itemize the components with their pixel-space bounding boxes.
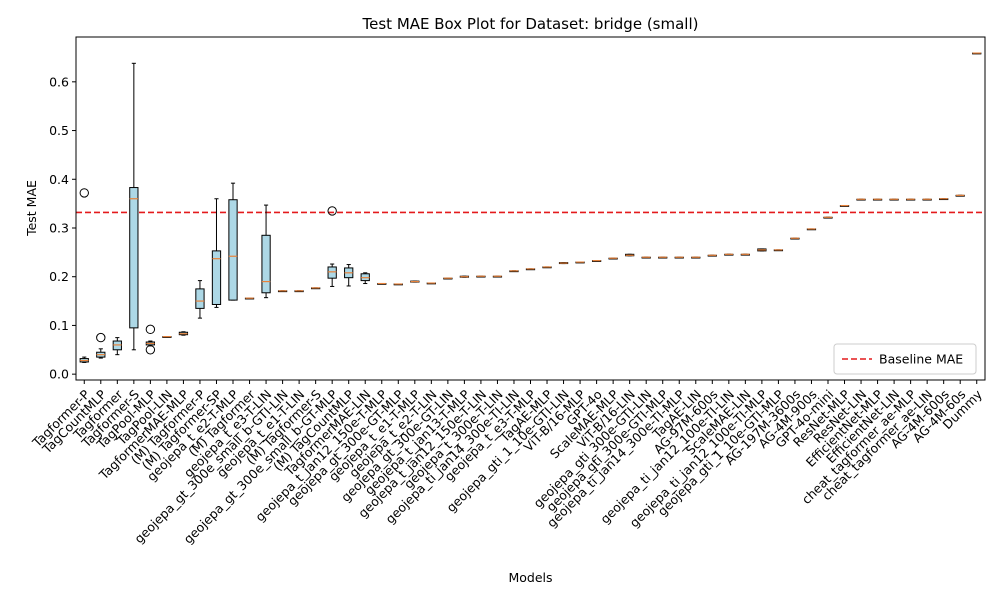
y-tick-label: 0.5 [49, 123, 69, 138]
box-31 [591, 260, 602, 262]
box-46 [839, 204, 850, 207]
box-22 [443, 277, 453, 280]
box-3 [129, 62, 139, 351]
box-53 [955, 194, 965, 197]
box-41 [757, 248, 767, 252]
box-20 [410, 280, 420, 283]
box-13 [294, 290, 304, 293]
y-tick-label: 0.3 [49, 220, 69, 235]
box-4 [145, 324, 156, 355]
box-52 [939, 198, 949, 201]
box-17 [360, 272, 370, 285]
box-5 [162, 336, 172, 338]
box-42 [773, 249, 784, 252]
box-iqr [228, 199, 238, 301]
y-tick-label: 0.2 [49, 269, 69, 284]
box-24 [476, 275, 486, 278]
outlier-point [96, 332, 106, 343]
box-9 [228, 182, 238, 301]
box-16 [344, 264, 354, 287]
box-11 [261, 204, 271, 299]
box-6 [178, 331, 189, 336]
boxes-layer [79, 52, 982, 363]
chart-title: Test MAE Box Plot for Dataset: bridge (s… [362, 15, 699, 33]
box-15 [327, 206, 337, 287]
box-34 [641, 256, 651, 259]
box-35 [658, 256, 668, 259]
box-1 [96, 332, 106, 359]
box-29 [558, 262, 569, 265]
box-8 [211, 198, 222, 308]
x-axis-label: Models [508, 570, 552, 585]
box-36 [674, 256, 684, 259]
box-27 [525, 268, 536, 271]
plot-area-frame [75, 36, 986, 381]
y-tick-label: 0.0 [49, 367, 69, 382]
box-54 [972, 52, 982, 55]
box-39 [724, 253, 734, 256]
box-40 [740, 253, 750, 256]
y-tick-label: 0.6 [49, 74, 69, 89]
box-50 [905, 198, 916, 201]
x-axis: Tagformer-PTagCountMLPTagformerTagformer… [29, 380, 985, 547]
box-7 [195, 280, 205, 319]
y-axis: 0.0 0.1 0.2 0.3 0.4 0.5 0.6 [49, 74, 76, 382]
box-14 [311, 287, 321, 290]
box-33 [625, 253, 635, 257]
box-30 [575, 261, 585, 264]
box-2 [112, 337, 122, 356]
box-18 [377, 282, 387, 285]
box-43 [790, 237, 800, 240]
box-45 [823, 216, 833, 219]
legend-baseline-label: Baseline MAE [879, 352, 963, 367]
box-iqr [211, 250, 222, 305]
box-iqr [129, 187, 139, 329]
box-21 [426, 282, 436, 285]
box-12 [277, 290, 288, 293]
box-26 [509, 270, 519, 273]
box-iqr [195, 288, 205, 309]
box-19 [393, 283, 403, 286]
y-axis-label: Test MAE [24, 180, 39, 237]
box-48 [872, 198, 883, 201]
box-38 [707, 254, 717, 257]
box-51 [922, 198, 932, 201]
box-23 [459, 275, 470, 278]
box-49 [889, 198, 899, 201]
box-10 [244, 297, 255, 300]
box-37 [691, 256, 701, 259]
outlier-point [79, 188, 89, 198]
box-25 [492, 275, 503, 278]
box-47 [856, 198, 866, 201]
box-0 [79, 188, 89, 363]
box-44 [806, 228, 817, 231]
box-iqr [327, 266, 337, 279]
legend: Baseline MAE [833, 343, 977, 375]
outlier-point [327, 206, 337, 216]
box-iqr [261, 234, 271, 294]
box-32 [608, 257, 618, 260]
outlier-point [145, 324, 156, 335]
y-tick-label: 0.1 [49, 318, 69, 333]
box-28 [542, 266, 552, 269]
legend-box [833, 343, 977, 375]
y-tick-label: 0.4 [49, 172, 69, 187]
outlier-point [145, 345, 156, 355]
